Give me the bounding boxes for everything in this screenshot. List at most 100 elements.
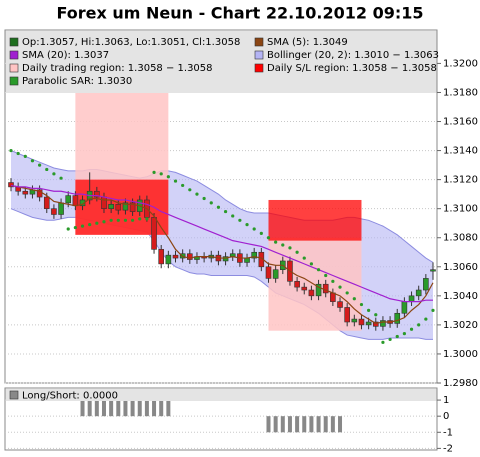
- chart-title: Forex um Neun - Chart 22.10.2012 09:15: [56, 4, 423, 23]
- sar-dot: [88, 223, 92, 227]
- sar-dot: [116, 218, 120, 222]
- y-tick-label: 1.3040: [443, 291, 478, 302]
- bar: [316, 416, 321, 433]
- sar-dot: [52, 172, 56, 176]
- candle-body: [315, 283, 322, 297]
- sar-dot: [202, 196, 206, 201]
- sar-dot: [238, 218, 242, 222]
- sar-dot: [209, 201, 213, 205]
- sar-dot: [195, 192, 199, 196]
- sar-dot: [316, 268, 321, 272]
- candle-body: [251, 251, 257, 259]
- candle-body: [158, 249, 165, 265]
- bar: [101, 400, 106, 417]
- sar-dot: [395, 334, 399, 339]
- legend-label: Long/Short: 0.0000: [22, 391, 118, 402]
- y-tick-label: 1.2980: [443, 378, 478, 389]
- y-tick-label: 1.3020: [443, 320, 478, 331]
- y-tick-label: 1.3000: [443, 349, 478, 360]
- legend-swatch: [9, 390, 19, 400]
- bar: [130, 400, 135, 417]
- sar-dot: [402, 332, 406, 336]
- bar: [273, 416, 278, 433]
- bar: [309, 416, 314, 433]
- sar-dot: [145, 217, 149, 221]
- bar: [137, 400, 142, 417]
- sar-dot: [109, 218, 113, 222]
- sar-dot: [23, 154, 27, 158]
- candle-body: [272, 269, 279, 279]
- sar-dot: [359, 302, 364, 307]
- bar: [166, 400, 171, 417]
- region: [268, 199, 362, 241]
- sar-dot: [45, 167, 49, 172]
- sar-dot: [130, 218, 135, 222]
- bar: [152, 400, 157, 417]
- legend-label: Op:1.3057, Hi:1.3063, Lo:1.3051, Cl:1.30…: [22, 37, 240, 48]
- bar: [80, 400, 85, 417]
- bar: [287, 416, 292, 433]
- candle-body: [43, 196, 50, 209]
- candle-body: [187, 253, 193, 260]
- candle-body: [301, 286, 308, 291]
- bar: [266, 416, 271, 433]
- bar: [116, 400, 121, 417]
- candle-body: [408, 295, 415, 302]
- sar-dot: [80, 224, 85, 228]
- y-tick-label: 1.3060: [443, 262, 478, 273]
- legend-box: [5, 31, 437, 93]
- sar-dot: [159, 172, 163, 176]
- candle-body: [172, 254, 179, 259]
- candle-body: [151, 217, 157, 250]
- candle-body: [94, 190, 100, 198]
- sar-dot: [173, 179, 178, 183]
- sar-dot: [95, 221, 99, 225]
- sar-dot: [181, 183, 185, 188]
- sar-dot: [309, 262, 314, 266]
- sar-dot: [331, 279, 335, 283]
- legend-swatch: [254, 50, 264, 60]
- y-tick-label: 1.3200: [443, 58, 478, 69]
- sar-dot: [281, 243, 285, 247]
- sar-dot: [345, 291, 349, 295]
- sar-dot: [30, 159, 35, 163]
- candle-body: [58, 202, 64, 215]
- y-tick-label: 0: [443, 411, 449, 422]
- legend-swatch: [9, 37, 19, 47]
- y-tick-label: -2: [443, 443, 453, 454]
- sar-dot: [338, 285, 342, 289]
- sar-dot: [417, 323, 421, 327]
- candle-body: [322, 283, 329, 294]
- sar-dot: [216, 205, 221, 209]
- candle-body: [51, 208, 57, 215]
- y-tick-label: 1: [443, 395, 449, 406]
- candle-body: [423, 278, 429, 291]
- legend-label: Daily trading region: 1.3058 − 1.3058: [22, 63, 213, 74]
- candle-body: [380, 320, 386, 327]
- sar-dot: [188, 188, 192, 192]
- bar: [302, 416, 307, 433]
- y-tick-label: 1.3160: [443, 117, 478, 128]
- sar-dot: [252, 227, 256, 231]
- sar-dot: [9, 148, 13, 153]
- sar-dot: [259, 231, 263, 235]
- sar-dot: [288, 246, 292, 250]
- candle-body: [351, 318, 358, 323]
- candle-body: [372, 321, 379, 327]
- bar: [109, 400, 114, 417]
- sar-dot: [166, 175, 170, 179]
- sar-dot: [245, 223, 249, 227]
- sar-dot: [352, 297, 356, 301]
- candle-body: [65, 195, 72, 204]
- bar: [330, 416, 335, 433]
- bar: [94, 400, 99, 417]
- bar: [338, 416, 343, 433]
- candle-body: [344, 307, 350, 323]
- indicator-line: [10, 184, 434, 325]
- sar-dot: [123, 218, 128, 222]
- legend-swatch: [9, 63, 19, 73]
- candle-body: [294, 281, 300, 288]
- sar-dot: [431, 308, 435, 312]
